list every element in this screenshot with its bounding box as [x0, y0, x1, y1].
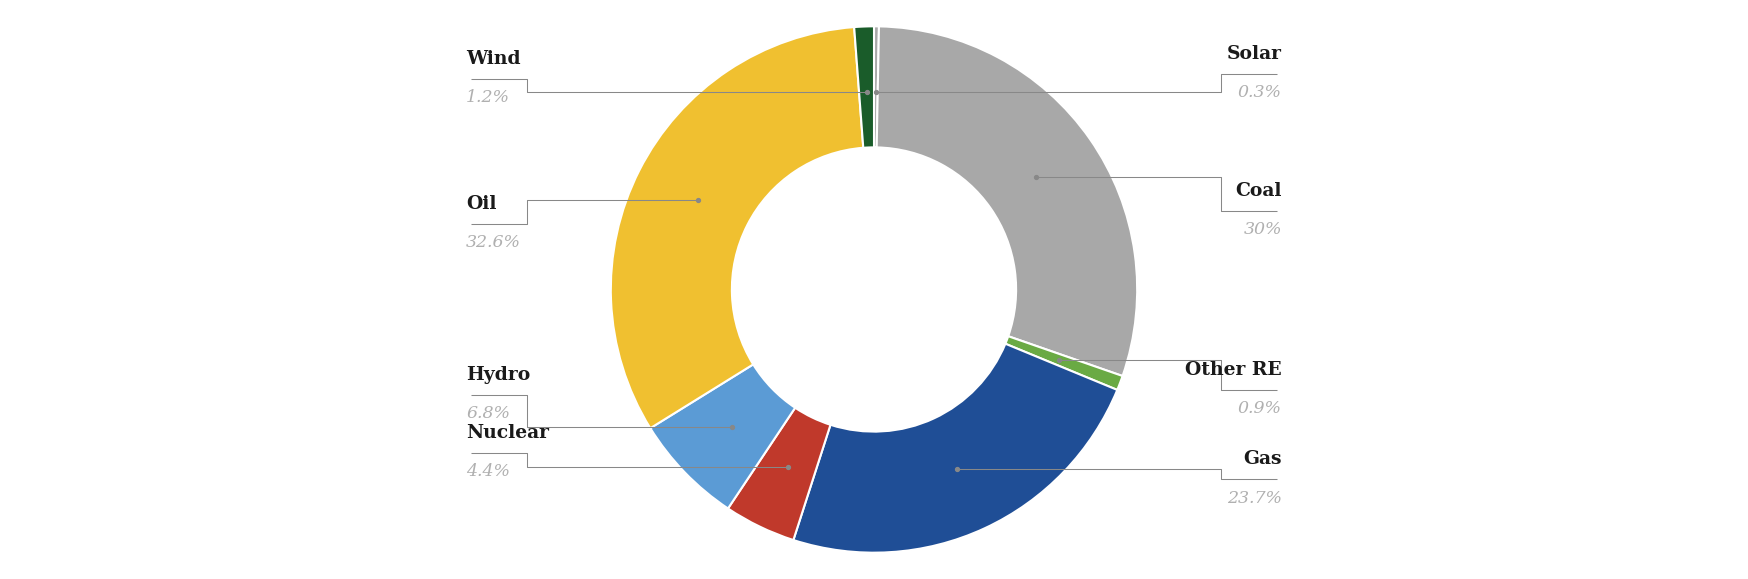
Text: 0.9%: 0.9% — [1238, 400, 1281, 417]
Wedge shape — [874, 26, 879, 148]
Text: Oil: Oil — [467, 195, 496, 213]
Text: Nuclear: Nuclear — [467, 424, 549, 442]
Text: Other RE: Other RE — [1185, 361, 1281, 379]
Text: 23.7%: 23.7% — [1227, 489, 1281, 507]
Wedge shape — [855, 26, 874, 148]
Text: 1.2%: 1.2% — [467, 90, 510, 107]
Wedge shape — [610, 27, 864, 428]
Text: Solar: Solar — [1227, 45, 1281, 63]
Text: 30%: 30% — [1243, 221, 1281, 238]
Text: 6.8%: 6.8% — [467, 405, 510, 422]
Text: Wind: Wind — [467, 50, 521, 68]
Text: Hydro: Hydro — [467, 367, 530, 384]
Wedge shape — [877, 27, 1138, 376]
Text: 4.4%: 4.4% — [467, 463, 510, 480]
Wedge shape — [794, 344, 1117, 553]
Text: 32.6%: 32.6% — [467, 234, 521, 251]
Text: Gas: Gas — [1243, 450, 1281, 468]
Wedge shape — [1005, 336, 1122, 390]
Text: 0.3%: 0.3% — [1238, 84, 1281, 101]
Text: Coal: Coal — [1236, 182, 1281, 200]
Wedge shape — [650, 364, 795, 508]
Wedge shape — [727, 408, 830, 540]
